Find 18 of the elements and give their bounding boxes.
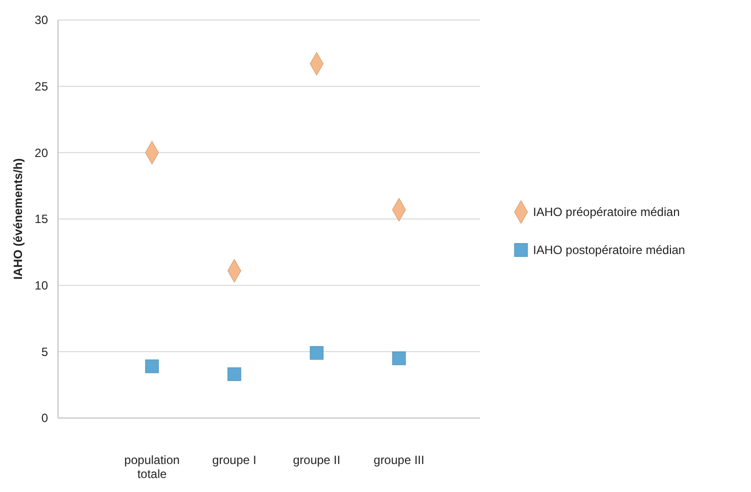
y-tick-label: 0 <box>41 411 48 426</box>
y-tick-label: 25 <box>34 80 48 94</box>
point <box>228 367 242 382</box>
y-axis-title: IAHO (événements/h) <box>11 158 25 280</box>
y-tick-label: 30 <box>34 13 48 28</box>
point <box>310 346 324 360</box>
point <box>392 351 406 366</box>
x-tick-label: groupe I <box>212 453 256 467</box>
legend-label: IAHO préopératoire médian <box>533 205 680 220</box>
y-tick-label: 20 <box>34 146 48 160</box>
x-tick-label: groupe II <box>292 453 340 467</box>
point <box>145 359 159 374</box>
legend-label: IAHO postopératoire médian <box>533 243 686 258</box>
y-tick-label: 10 <box>34 278 48 293</box>
x-tick-label: groupe III <box>374 453 424 467</box>
x-tick-label: population totale <box>124 453 180 481</box>
y-tick-label: 5 <box>41 344 48 359</box>
y-tick-label: 15 <box>34 212 48 226</box>
